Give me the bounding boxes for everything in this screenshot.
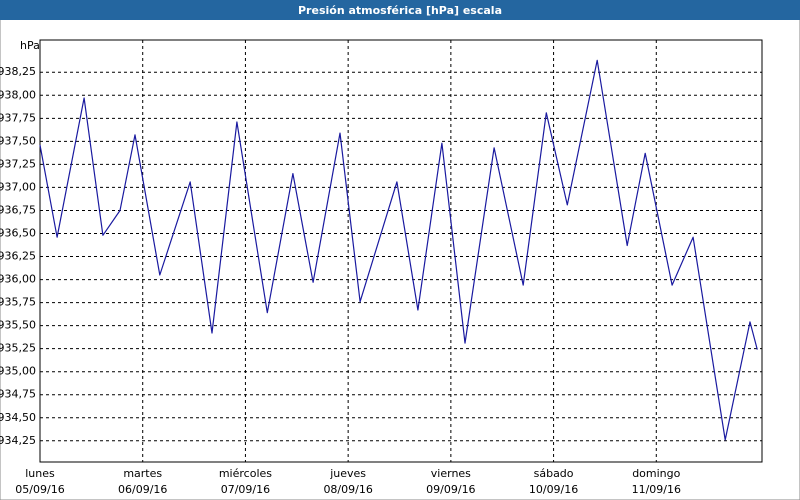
x-tick-label: viernes	[431, 467, 471, 480]
pressure-line	[39, 59, 758, 441]
chart-title: Presión atmosférica [hPa] escala	[298, 4, 502, 17]
y-tick-label: 935,25	[0, 342, 36, 355]
x-tick-date: 06/09/16	[118, 483, 167, 496]
title-bar	[0, 0, 800, 20]
x-tick-date: 11/09/16	[632, 483, 681, 496]
y-tick-label: 937,00	[0, 180, 36, 193]
y-tick-label: 935,50	[0, 319, 36, 332]
x-tick-label: jueves	[329, 467, 366, 480]
y-tick-label: 938,25	[0, 65, 36, 78]
y-tick-label: 935,75	[0, 296, 36, 309]
y-tick-label: 938,00	[0, 88, 36, 101]
x-tick-date: 10/09/16	[529, 483, 578, 496]
x-tick-date: 05/09/16	[15, 483, 64, 496]
y-tick-label: 937,25	[0, 157, 36, 170]
x-tick-label: lunes	[25, 467, 55, 480]
y-tick-label: 935,00	[0, 365, 36, 378]
x-tick-date: 08/09/16	[323, 483, 372, 496]
x-tick-date: 09/09/16	[426, 483, 475, 496]
x-tick-label: martes	[123, 467, 162, 480]
y-tick-label: 937,50	[0, 134, 36, 147]
y-tick-label: 934,50	[0, 411, 36, 424]
y-tick-label: 936,75	[0, 203, 36, 216]
x-tick-label: miércoles	[219, 467, 272, 480]
x-tick-label: domingo	[632, 467, 680, 480]
y-unit: hPa	[20, 39, 40, 52]
y-tick-label: 934,25	[0, 434, 36, 447]
y-tick-label: 934,75	[0, 388, 36, 401]
y-tick-label: 936,00	[0, 273, 36, 286]
x-tick-date: 07/09/16	[221, 483, 270, 496]
y-tick-label: 936,50	[0, 226, 36, 239]
y-tick-label: 936,25	[0, 250, 36, 263]
x-tick-label: sábado	[534, 467, 574, 480]
y-tick-label: 937,75	[0, 111, 36, 124]
